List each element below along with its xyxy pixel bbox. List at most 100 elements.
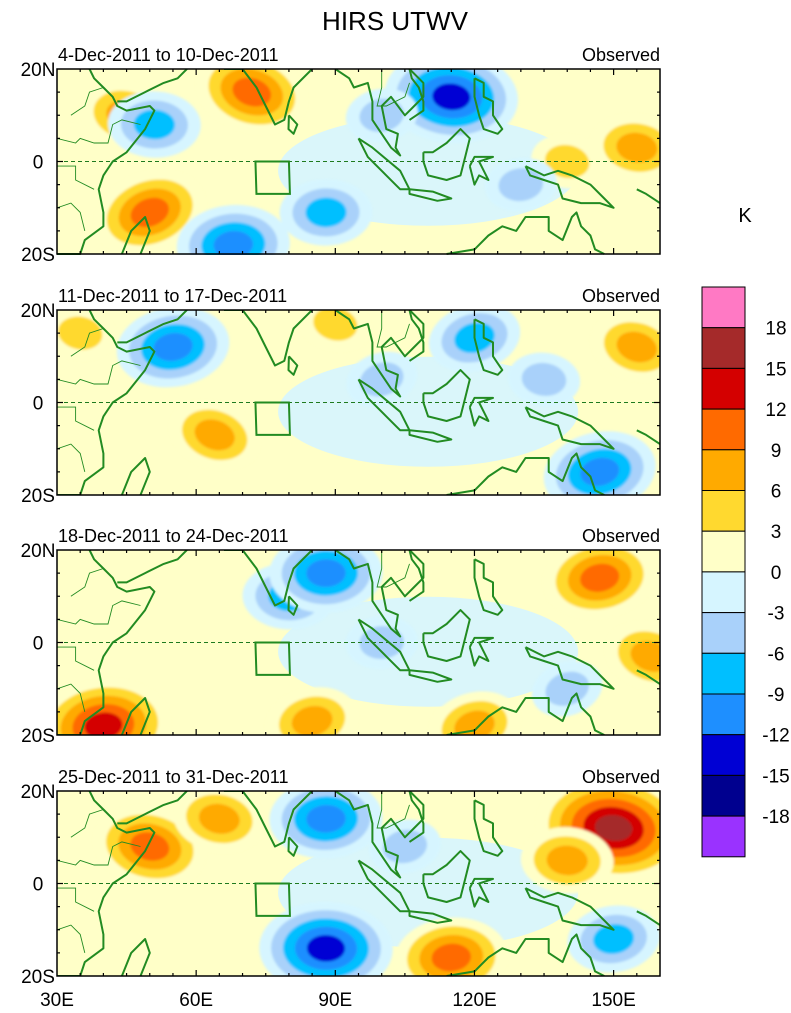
contour-blob [432, 83, 471, 111]
coastline [422, 128, 471, 181]
panel-left-label: 11-Dec-2011 to 17-Dec-2011 [58, 286, 287, 306]
box-region [254, 882, 291, 917]
coastline [446, 452, 605, 495]
coastline [357, 137, 411, 191]
contour-blob [521, 362, 567, 396]
coastline [408, 69, 425, 121]
colorbar-swatch [701, 815, 746, 858]
coastline [524, 406, 615, 450]
coastline [120, 938, 151, 976]
country-border [57, 119, 141, 144]
country-border [376, 69, 410, 107]
colorbar: 18 15 12 9 6 3 0 -3 -6 -9 -12 -15 -18 [701, 286, 790, 858]
anomaly-field [57, 550, 660, 735]
coastline [117, 791, 188, 825]
panel-left-label: 25-Dec-2011 to 31-Dec-2011 [58, 767, 288, 787]
coastlines [57, 550, 660, 735]
contour-blob [305, 197, 347, 228]
colorbar-label: -6 [768, 644, 785, 665]
y-tick-label: 0 [33, 875, 44, 896]
axis-ticks [57, 550, 660, 735]
colorbar-label: 0 [771, 563, 782, 584]
contour-blob [616, 331, 658, 363]
contour-blob [306, 804, 346, 833]
coastline [357, 859, 411, 913]
coastline [636, 188, 660, 204]
coastline [446, 933, 605, 976]
anomaly-field [57, 310, 660, 495]
coastline [57, 791, 156, 976]
coastline [287, 114, 299, 135]
chart-title: HIRS UTWV [322, 6, 469, 36]
y-tick-label: 20N [21, 60, 56, 81]
contour-blob [593, 924, 635, 954]
panel-dec-18: 20N 0 20S 18-Dec-2011 to 24-Dec-2011 Observe… [21, 526, 661, 747]
coastline [408, 550, 425, 602]
axis-ticks [57, 310, 660, 495]
coastline [473, 799, 504, 857]
country-border [57, 924, 86, 954]
contour-blob [454, 710, 495, 735]
colorbar-label: 3 [771, 522, 782, 543]
coastline [57, 69, 156, 255]
y-tick-label: 20S [21, 726, 55, 747]
country-border [57, 202, 86, 232]
coastline [524, 887, 615, 931]
x-axis-labels: 30E 60E 90E 120E 150E [40, 990, 636, 1011]
panel-right-label: Observed [582, 45, 660, 65]
y-tick-label: 0 [33, 394, 44, 415]
colorbar-swatch [701, 286, 746, 329]
y-tick-label: 20N [21, 301, 56, 322]
contour-blob [580, 457, 620, 487]
panel-right-label: Observed [582, 526, 660, 546]
contour-blob [630, 640, 660, 672]
country-border [57, 841, 141, 866]
coastline [422, 369, 471, 422]
contour-blob [616, 132, 658, 163]
coastline [334, 550, 425, 638]
colorbar-label: -9 [768, 685, 785, 706]
coastline [408, 910, 453, 924]
coastline [357, 618, 411, 672]
colorbar-swatch [701, 734, 746, 776]
coastline [334, 310, 425, 398]
coastline [524, 646, 615, 690]
colorbar-label: -18 [762, 807, 789, 828]
contour-blob [130, 832, 170, 861]
country-border [376, 791, 410, 829]
coastline [636, 910, 660, 926]
coastline [224, 310, 313, 367]
colorbar-swatch [701, 774, 746, 817]
coastline [334, 791, 425, 879]
anomaly-contours [57, 550, 660, 735]
colorbar-swatch [701, 408, 746, 451]
coastline [408, 188, 453, 202]
country-border [57, 600, 141, 625]
coastline [57, 550, 156, 735]
colorbar-swatch [701, 490, 746, 532]
coastline [473, 318, 504, 376]
coastline [224, 69, 313, 126]
contour-blob [130, 197, 169, 228]
coastline [224, 791, 313, 848]
coastline [287, 595, 299, 616]
borders [57, 310, 410, 473]
box-region [254, 160, 291, 195]
colorbar-label: 9 [771, 441, 782, 462]
contour-blob [194, 419, 235, 451]
coastlines [57, 69, 660, 255]
colorbar-swatch [701, 652, 746, 695]
x-tick-label: 90E [318, 990, 352, 1011]
contour-blob [198, 803, 240, 834]
coastline [422, 850, 471, 903]
colorbar-swatch [701, 693, 746, 736]
country-border [70, 568, 104, 597]
country-border [57, 443, 86, 473]
panel-left-label: 18-Dec-2011 to 24-Dec-2011 [58, 526, 288, 546]
panel-dec-11: 20N 0 20S 11-Dec-2011 to 17-Dec-2011 Observe… [21, 286, 661, 507]
contour-blob [306, 559, 346, 587]
country-border [57, 406, 95, 431]
coastline [408, 310, 425, 362]
colorbar-label: -12 [762, 726, 789, 747]
